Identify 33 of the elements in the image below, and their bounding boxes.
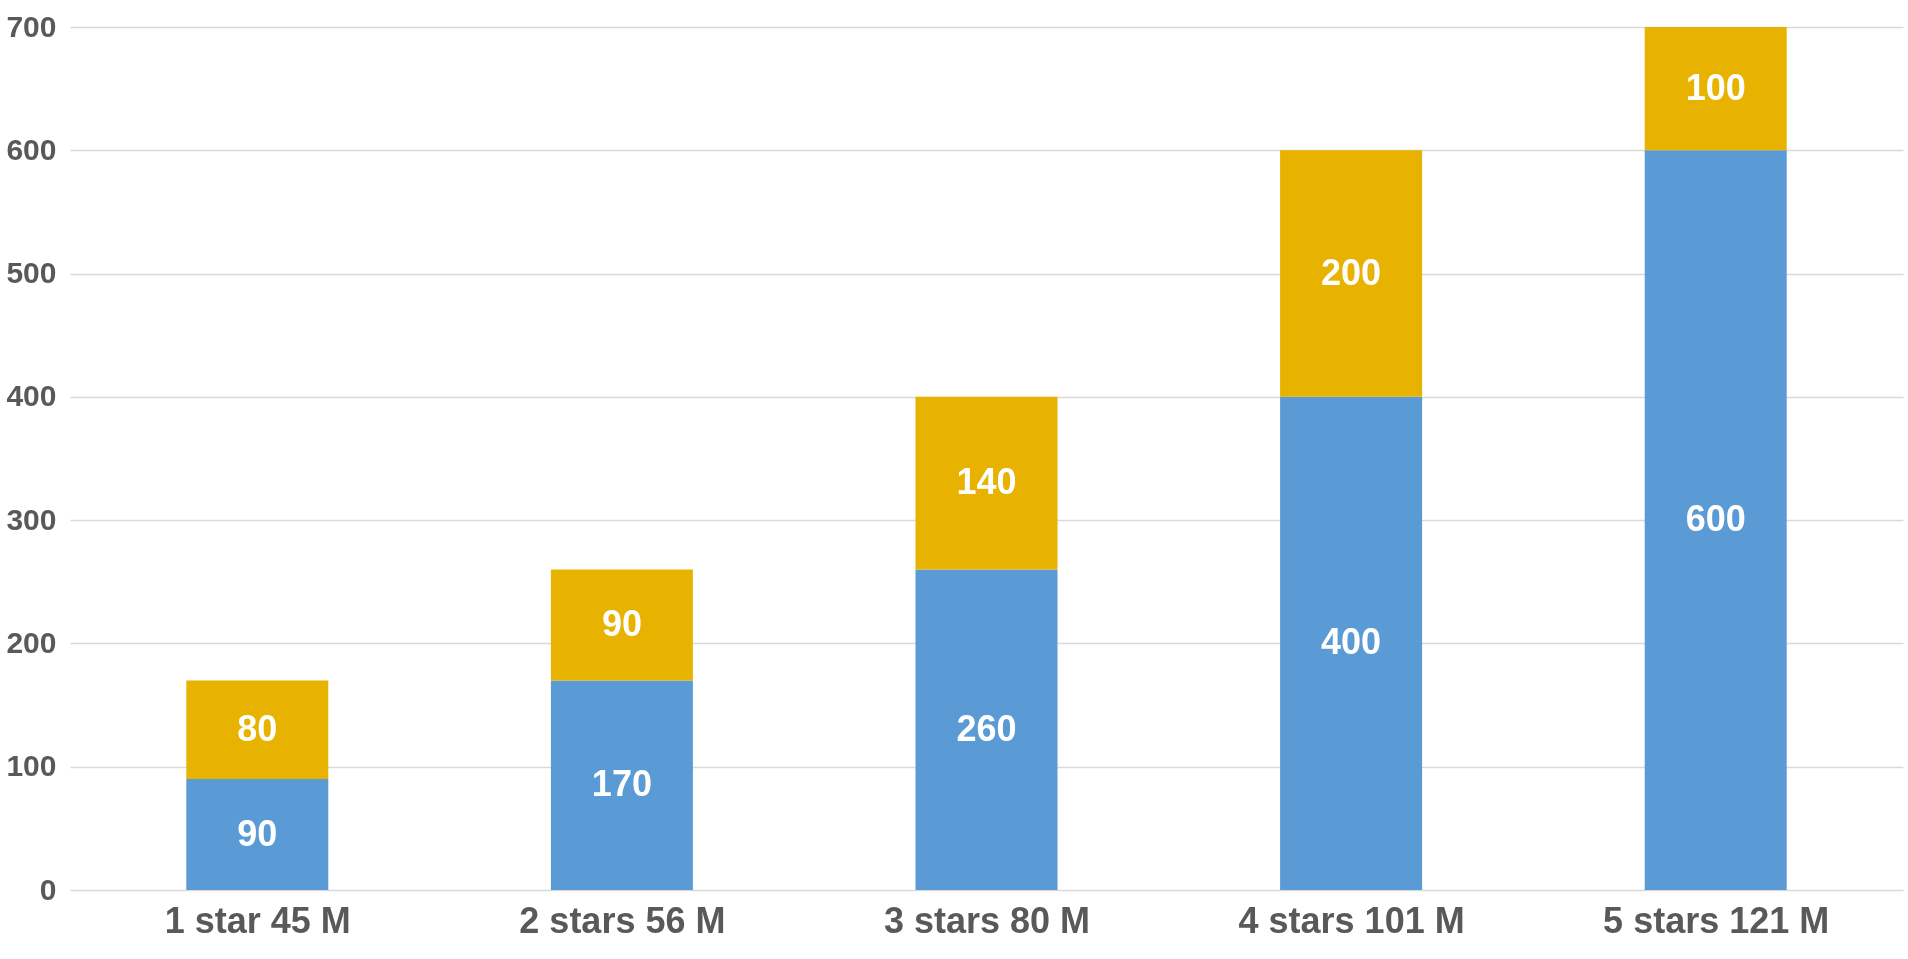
data-label: 100: [1685, 66, 1746, 108]
y-tick-label: 100: [6, 749, 57, 783]
bar: [550, 569, 693, 681]
y-tick-label: 500: [6, 256, 57, 290]
bar: [1280, 396, 1423, 890]
data-label: 140: [956, 461, 1017, 503]
bar: [186, 779, 329, 890]
data-label: 80: [237, 707, 278, 749]
x-tick-label: 4 stars 101 M: [1238, 899, 1465, 941]
bar: [550, 680, 693, 890]
bar: [186, 680, 329, 780]
y-tick-label: 600: [6, 132, 57, 166]
bar: [1280, 150, 1423, 397]
x-tick-label: 5 stars 121 M: [1603, 899, 1830, 941]
data-label: 90: [601, 602, 642, 644]
data-label: 260: [956, 707, 1017, 749]
data-label: 170: [591, 763, 652, 805]
y-tick-label: 200: [6, 625, 57, 659]
y-tick-label: 400: [6, 379, 57, 413]
bar: [915, 569, 1058, 890]
y-tick-label: 0: [39, 872, 57, 906]
bar: [1644, 27, 1787, 151]
x-tick-label: 1 star 45 M: [164, 899, 351, 941]
bar: [915, 396, 1058, 570]
data-label: 400: [1321, 621, 1382, 663]
x-tick-label: 3 stars 80 M: [883, 899, 1091, 941]
data-label: 200: [1321, 251, 1382, 293]
bar: [1644, 150, 1787, 890]
data-label: 90: [237, 812, 278, 854]
data-label: 600: [1685, 498, 1746, 540]
x-tick-label: 2 stars 56 M: [519, 899, 726, 941]
y-tick-label: 300: [6, 502, 57, 536]
y-tick-label: 700: [6, 9, 57, 43]
